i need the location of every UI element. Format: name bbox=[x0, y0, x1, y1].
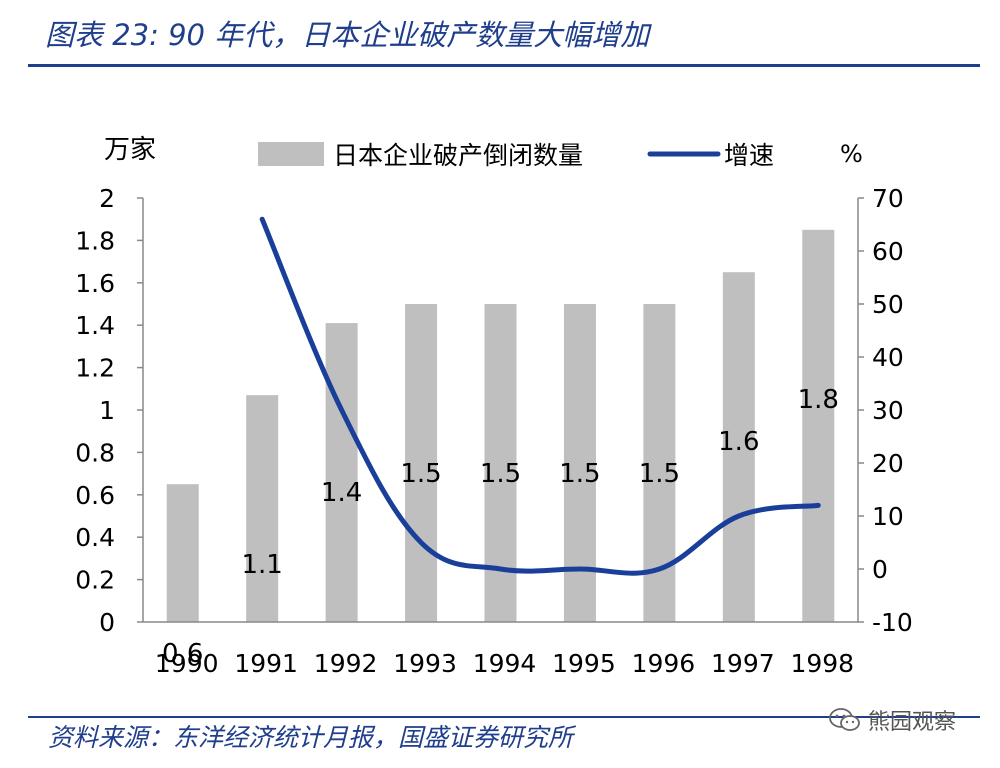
left-tick-label: 0.6 bbox=[75, 481, 115, 510]
data-label-1991: 1.1 bbox=[241, 550, 282, 580]
source-rule bbox=[28, 716, 980, 718]
labels-layer: 0.6 1.1 1.4 1.5 1.5 1.5 1.5 1.6 1.8 bbox=[162, 385, 839, 669]
right-tick-label: 10 bbox=[872, 502, 904, 531]
bar-1992 bbox=[325, 323, 358, 622]
left-tick-label: 1.8 bbox=[75, 226, 115, 255]
bar-1993 bbox=[405, 304, 438, 622]
watermark-text: 熊园观察 bbox=[868, 710, 957, 735]
bar-1998 bbox=[802, 229, 835, 623]
legend-label-bars: 日本企业破产倒闭数量 bbox=[333, 141, 583, 170]
right-tick-label: 50 bbox=[872, 290, 904, 319]
legend-swatch-bars bbox=[258, 142, 324, 166]
left-tick-label: 0 bbox=[99, 608, 115, 637]
x-tick-label-1992: 1992 bbox=[314, 649, 378, 678]
data-label-1993: 1.5 bbox=[400, 459, 441, 489]
data-label-1997: 1.6 bbox=[718, 427, 759, 457]
right-tick-label: -10 bbox=[872, 608, 913, 637]
right-tick-label: 40 bbox=[872, 343, 904, 372]
title-rule bbox=[28, 64, 980, 67]
right-axis-unit: % bbox=[840, 140, 863, 168]
x-tick-label-1995: 1995 bbox=[552, 649, 616, 678]
left-tick-label: 1.2 bbox=[75, 354, 115, 383]
x-tick-label-1998: 1998 bbox=[790, 649, 854, 678]
left-axis-unit: 万家 bbox=[104, 135, 156, 165]
bar-1990 bbox=[166, 484, 199, 622]
data-label-1995: 1.5 bbox=[559, 459, 600, 489]
right-tick-label: 70 bbox=[872, 184, 904, 213]
x-tick-label-1994: 1994 bbox=[473, 649, 537, 678]
bar-1991 bbox=[246, 395, 279, 622]
legend-label-line: 增速 bbox=[724, 141, 774, 170]
right-tick-label: 30 bbox=[872, 396, 904, 425]
axes-layer: 0 0.2 0.4 0.6 0.8 1 1.2 1.4 1.6 1.8 2 -10 0 10 20 30 40 5… bbox=[75, 135, 913, 678]
data-label-1992: 1.4 bbox=[321, 478, 362, 508]
chart-legend: 日本企业破产倒闭数量 增速 bbox=[258, 141, 774, 170]
left-tick-label: 1 bbox=[99, 396, 115, 425]
data-label-1994: 1.5 bbox=[480, 459, 521, 489]
growth-line bbox=[259, 216, 821, 576]
right-tick-label: 20 bbox=[872, 449, 904, 478]
x-tick-label-1993: 1993 bbox=[393, 649, 457, 678]
x-tick-label-1997: 1997 bbox=[711, 649, 775, 678]
x-tick-label-1990: 1990 bbox=[155, 649, 219, 678]
left-tick-label: 0.2 bbox=[75, 566, 115, 595]
left-tick-label: 0.4 bbox=[75, 523, 115, 552]
bar-1997 bbox=[722, 272, 755, 622]
data-label-1990: 0.6 bbox=[162, 639, 203, 669]
right-tick-label: 60 bbox=[872, 237, 904, 266]
source-note: 资料来源：东洋经济统计月报，国盛证券研究所 bbox=[48, 723, 574, 752]
bars-layer bbox=[166, 229, 835, 623]
figure-title: 图表 23: 90 年代，日本企业破产数量大幅增加 bbox=[45, 18, 650, 52]
left-tick-label: 1.6 bbox=[75, 269, 115, 298]
line-layer bbox=[259, 216, 821, 576]
left-tick-label: 2 bbox=[99, 184, 115, 213]
left-tick-label: 0.8 bbox=[75, 438, 115, 467]
watermark: 熊园观察 bbox=[828, 704, 956, 736]
wechat-icon bbox=[829, 708, 860, 731]
left-tick-label: 1.4 bbox=[75, 311, 115, 340]
chart: 0 0.2 0.4 0.6 0.8 1 1.2 1.4 1.6 1.8 2 -10 0 10 20 30 40 5… bbox=[75, 135, 913, 678]
right-tick-label: 0 bbox=[872, 555, 888, 584]
data-label-1996: 1.5 bbox=[639, 459, 680, 489]
x-tick-label-1991: 1991 bbox=[234, 649, 298, 678]
x-tick-label-1996: 1996 bbox=[632, 649, 696, 678]
data-label-1998: 1.8 bbox=[798, 385, 839, 415]
